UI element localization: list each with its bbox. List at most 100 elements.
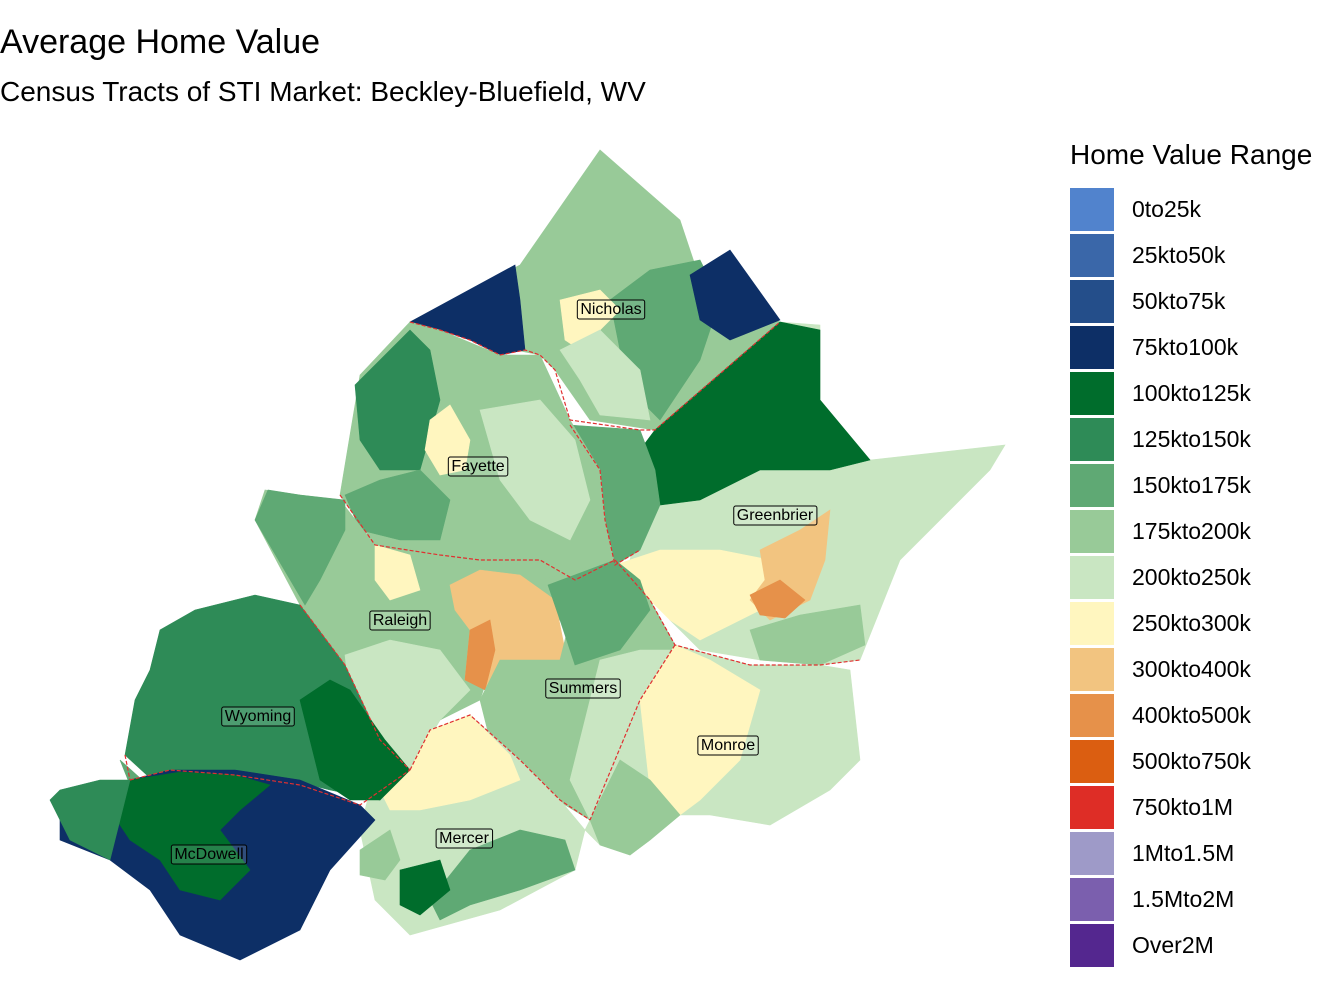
legend-label: 200kto250k <box>1132 564 1251 590</box>
census-tract <box>479 399 591 541</box>
legend-item: 0to25k <box>1070 186 1344 232</box>
legend-swatch <box>1070 831 1114 875</box>
legend-swatch <box>1070 785 1114 829</box>
census-tract <box>749 604 866 666</box>
county-label-box <box>221 706 295 727</box>
county-boundary <box>409 714 591 821</box>
county-label-fayette: Fayette <box>447 456 509 477</box>
legend-label: 750kto1M <box>1132 794 1234 820</box>
legend-label: 75kto100k <box>1132 334 1239 360</box>
county-label-box <box>697 735 759 756</box>
legend-item: 1.5Mto2M <box>1070 876 1344 922</box>
census-tract <box>547 559 651 666</box>
census-tract <box>359 829 401 881</box>
legend-label: 500kto750k <box>1132 748 1251 774</box>
census-tract <box>429 829 576 921</box>
census-tract <box>254 489 346 606</box>
county-name: Wyoming <box>225 708 292 725</box>
county-label-summers: Summers <box>545 678 621 699</box>
county-label-box <box>369 610 431 631</box>
legend-item: Over2M <box>1070 922 1344 968</box>
county-label-box <box>576 299 646 320</box>
legend-swatch <box>1070 463 1114 507</box>
census-tract <box>379 714 521 811</box>
county-name: Nicholas <box>580 301 641 318</box>
county-label-box <box>447 456 509 477</box>
map-subtitle: Census Tracts of STI Market: Beckley-Blu… <box>0 76 646 107</box>
legend-item: 50kto75k <box>1070 278 1344 324</box>
legend-swatch <box>1070 647 1114 691</box>
county-label-greenbrier: Greenbrier <box>733 505 818 526</box>
county-label-monroe: Monroe <box>697 735 759 756</box>
county-boundary <box>339 494 616 581</box>
legend: Home Value Range 0to25k 25kto50k 50kto75… <box>1070 138 1344 968</box>
legend-label: 250kto300k <box>1132 610 1251 636</box>
map-title: Average Home Value <box>0 23 321 61</box>
county-label-box <box>170 844 248 865</box>
legend-swatch <box>1070 325 1114 369</box>
census-tract <box>639 321 871 506</box>
legend-item: 75kto100k <box>1070 324 1344 370</box>
legend-swatch <box>1070 187 1114 231</box>
legend-item: 250kto300k <box>1070 600 1344 646</box>
legend-swatch <box>1070 555 1114 599</box>
legend-title: Home Value Range <box>1070 139 1313 170</box>
legend-label: 100kto125k <box>1132 380 1251 406</box>
legend-swatch <box>1070 923 1114 967</box>
census-tract <box>49 779 131 861</box>
census-tracts <box>49 149 1006 961</box>
legend-swatch <box>1070 279 1114 323</box>
legend-item: 125kto150k <box>1070 416 1344 462</box>
legend-items: 0to25k 25kto50k 50kto75k 75kto100k 100kt… <box>1070 186 1344 968</box>
census-tract <box>559 329 651 421</box>
legend-swatch <box>1070 693 1114 737</box>
legend-label: 150kto175k <box>1132 472 1251 498</box>
legend-item: 500kto750k <box>1070 738 1344 784</box>
legend-label: 50kto75k <box>1132 288 1226 314</box>
legend-swatch <box>1070 233 1114 277</box>
legend-item: 200kto250k <box>1070 554 1344 600</box>
county-name: Monroe <box>701 737 755 754</box>
census-tract <box>464 619 496 691</box>
county-label-raleigh: Raleigh <box>369 610 431 631</box>
county-labels: Nicholas Fayette Greenbrier Raleigh Summers W… <box>170 299 818 865</box>
county-label-box <box>545 678 621 699</box>
county-boundary <box>299 604 411 771</box>
legend-label: 400kto500k <box>1132 702 1251 728</box>
county-name: McDowell <box>174 846 243 863</box>
legend-item: 300kto400k <box>1070 646 1344 692</box>
legend-item: 100kto125k <box>1070 370 1344 416</box>
census-tract <box>749 579 806 619</box>
legend-item: 750kto1M <box>1070 784 1344 830</box>
legend-label: 1Mto1.5M <box>1132 840 1235 866</box>
county-boundaries <box>124 321 861 821</box>
legend-label: 125kto150k <box>1132 426 1251 452</box>
legend-swatch <box>1070 877 1114 921</box>
legend-label: 25kto50k <box>1132 242 1226 268</box>
legend-swatch <box>1070 601 1114 645</box>
legend-label: 0to25k <box>1132 196 1202 222</box>
county-label-box <box>733 505 818 526</box>
legend-label: 1.5Mto2M <box>1132 886 1235 912</box>
county-boundary <box>124 754 131 781</box>
census-tract <box>374 544 421 601</box>
county-name: Greenbrier <box>737 507 814 524</box>
legend-label: 175kto200k <box>1132 518 1251 544</box>
legend-label: Over2M <box>1132 932 1214 958</box>
county-boundary <box>129 769 411 806</box>
county-boundary <box>589 644 676 821</box>
choropleth-map: Nicholas Fayette Greenbrier Raleigh Summers W… <box>49 149 1006 961</box>
legend-swatch <box>1070 371 1114 415</box>
county-name: Summers <box>549 680 617 697</box>
county-label-box <box>435 828 494 849</box>
legend-item: 175kto200k <box>1070 508 1344 554</box>
county-label-mercer: Mercer <box>435 828 494 849</box>
legend-label: 300kto400k <box>1132 656 1251 682</box>
census-tract <box>344 469 451 541</box>
county-name: Mercer <box>439 830 489 847</box>
legend-item: 400kto500k <box>1070 692 1344 738</box>
legend-item: 150kto175k <box>1070 462 1344 508</box>
legend-swatch <box>1070 739 1114 783</box>
legend-item: 25kto50k <box>1070 232 1344 278</box>
county-name: Fayette <box>451 458 504 475</box>
